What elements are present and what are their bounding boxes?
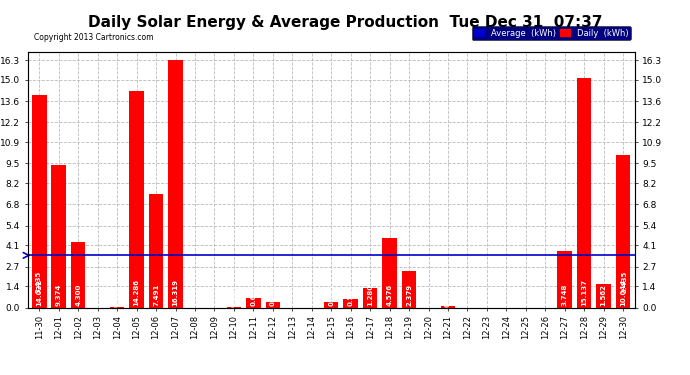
Text: 0.361: 0.361 bbox=[270, 284, 276, 306]
Text: 4.576: 4.576 bbox=[386, 284, 393, 306]
Bar bbox=[382, 238, 397, 308]
Bar bbox=[266, 302, 280, 307]
Text: 16.319: 16.319 bbox=[172, 279, 179, 306]
Bar bbox=[558, 251, 572, 308]
Legend: Average  (kWh), Daily  (kWh): Average (kWh), Daily (kWh) bbox=[471, 26, 631, 40]
Text: 1.280: 1.280 bbox=[367, 284, 373, 306]
Bar bbox=[577, 78, 591, 308]
Bar bbox=[441, 306, 455, 308]
Text: 3.435: 3.435 bbox=[35, 270, 41, 292]
Bar bbox=[246, 298, 261, 307]
Text: 10.044: 10.044 bbox=[620, 279, 626, 306]
Bar bbox=[71, 242, 86, 308]
Text: 0.064: 0.064 bbox=[231, 285, 237, 307]
Text: 4.300: 4.300 bbox=[75, 284, 81, 306]
Bar bbox=[344, 299, 358, 307]
Text: Daily Solar Energy & Average Production  Tue Dec 31  07:37: Daily Solar Energy & Average Production … bbox=[88, 15, 602, 30]
Bar bbox=[402, 272, 416, 308]
Bar bbox=[596, 284, 611, 308]
Bar bbox=[324, 302, 339, 307]
Bar bbox=[168, 60, 183, 308]
Text: 14.032: 14.032 bbox=[37, 279, 42, 306]
Text: Copyright 2013 Cartronics.com: Copyright 2013 Cartronics.com bbox=[34, 33, 153, 42]
Bar bbox=[129, 91, 144, 308]
Bar bbox=[110, 307, 124, 308]
Text: 3.748: 3.748 bbox=[562, 284, 568, 306]
Bar bbox=[615, 155, 631, 308]
Bar bbox=[149, 194, 164, 308]
Text: 15.137: 15.137 bbox=[581, 279, 587, 306]
Text: 9.374: 9.374 bbox=[56, 284, 61, 306]
Bar bbox=[363, 288, 377, 308]
Bar bbox=[226, 306, 242, 308]
Text: 0.375: 0.375 bbox=[328, 284, 334, 306]
Text: 14.286: 14.286 bbox=[134, 279, 139, 306]
Text: 0.628: 0.628 bbox=[250, 284, 257, 306]
Bar bbox=[52, 165, 66, 308]
Text: 7.491: 7.491 bbox=[153, 284, 159, 306]
Text: 1.562: 1.562 bbox=[601, 284, 607, 306]
Text: 2.379: 2.379 bbox=[406, 284, 412, 306]
Text: 3.435: 3.435 bbox=[621, 270, 627, 292]
Text: 0.050: 0.050 bbox=[114, 285, 120, 307]
Bar bbox=[32, 94, 46, 308]
Text: 0.557: 0.557 bbox=[348, 284, 354, 306]
Text: 0.077: 0.077 bbox=[445, 285, 451, 307]
